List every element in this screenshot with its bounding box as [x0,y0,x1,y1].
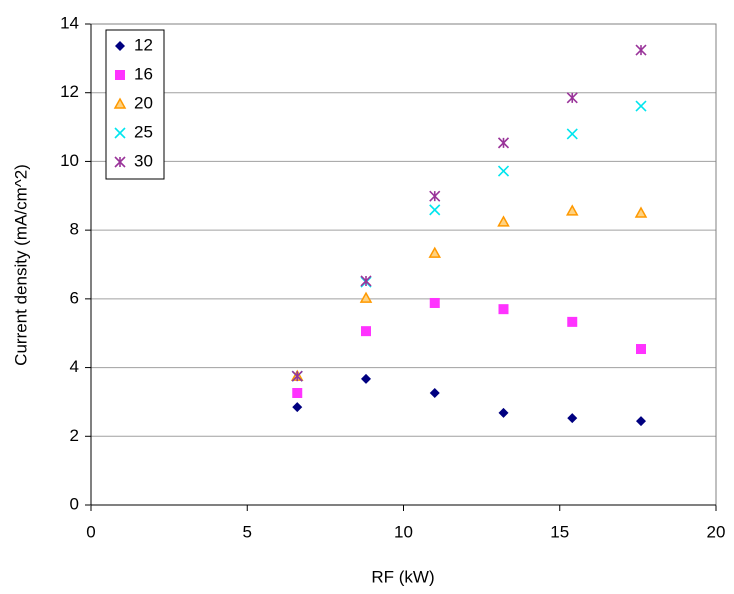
marker-shape [567,413,578,424]
point [635,100,647,112]
point [429,204,441,216]
point [359,291,373,303]
marker-shape [428,246,442,258]
point [291,370,303,382]
point [634,206,648,218]
marker-shape [565,204,579,216]
legend-label: 30 [134,151,153,170]
legend-marker [113,97,127,109]
legend-label: 16 [134,64,153,83]
marker-shape [359,291,373,303]
marker-shape [498,304,509,315]
plot-border [90,23,717,506]
marker-shape [429,204,441,216]
marker-shape [567,316,578,327]
point [567,316,578,327]
point [566,92,578,104]
x-tick-label: 20 [707,522,726,541]
marker-shape [429,387,440,398]
x-tick-label: 0 [86,522,95,541]
point [361,326,371,337]
point [429,297,440,308]
marker-shape [292,402,303,413]
point [428,246,442,258]
y-tick-label: 14 [60,13,79,32]
point [429,190,441,202]
y-tick-label: 8 [70,220,79,239]
point [498,407,509,418]
y-tick-label: 4 [70,357,79,376]
x-tick-label: 15 [550,522,569,541]
marker-shape [292,387,303,398]
point [429,387,440,398]
y-tick-label: 12 [60,82,79,101]
point [565,204,579,216]
y-axis-label: Current density (mA/cm^2) [11,164,30,366]
point [566,128,578,140]
x-tick-label: 5 [243,522,252,541]
point [292,387,303,398]
legend-marker [114,127,126,139]
point [497,215,510,227]
point [635,44,647,56]
legend-label: 20 [134,93,153,112]
y-tick-label: 10 [60,151,79,170]
marker-shape [114,127,126,139]
marker-shape [497,165,510,177]
y-tick-label: 6 [70,288,79,307]
marker-shape [429,297,440,308]
legend-marker [115,70,125,80]
marker-shape [635,100,647,112]
marker-shape [498,407,509,418]
legend-label: 25 [134,122,153,141]
marker-shape [566,128,578,140]
legend-label: 12 [134,35,153,54]
point [292,402,303,413]
point [360,275,372,287]
marker-shape [113,97,127,109]
marker-shape [497,215,510,227]
y-tick-label: 2 [70,426,79,445]
legend-marker [115,41,125,51]
point [636,344,646,355]
marker-shape [636,344,646,355]
point [497,137,510,149]
x-tick-label: 10 [394,522,413,541]
point [636,416,646,427]
legend-box [105,29,165,180]
point [361,373,371,384]
marker-shape [361,326,371,337]
point [567,413,578,424]
point [498,304,509,315]
point [497,165,510,177]
legend-marker [114,156,126,168]
marker-shape [636,416,646,427]
marker-shape [634,206,648,218]
marker-shape [115,70,125,80]
y-tick-label: 0 [70,494,79,513]
marker-shape [115,41,125,51]
x-axis-label: RF (kW) [371,567,434,586]
marker-shape [361,373,371,384]
